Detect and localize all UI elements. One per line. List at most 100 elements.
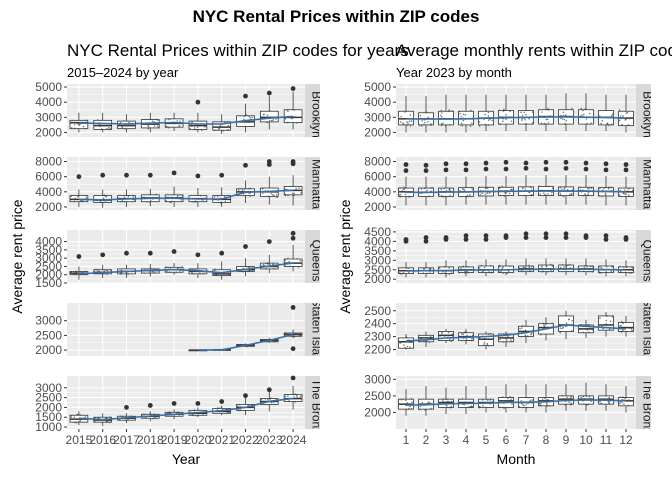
jitter-point [444,125,447,127]
jitter-point [293,116,295,118]
jitter-point [242,270,244,273]
jitter-point [587,403,590,406]
jitter-point [103,270,106,272]
jitter-point [168,271,171,273]
jitter-point [599,266,601,268]
jitter-point [296,332,299,335]
jitter-point [284,331,287,334]
jitter-point [487,333,490,336]
jitter-point [410,398,413,400]
jitter-point [424,121,426,124]
jitter-point [151,120,154,123]
outlier-point [423,162,429,168]
jitter-point [440,109,443,112]
jitter-point [523,194,526,197]
outlier-point [623,167,629,173]
outlier-point [100,172,106,178]
jitter-point [551,191,553,194]
jitter-point [586,404,588,406]
jitter-point [226,411,229,414]
jitter-point [272,194,274,196]
jitter-point [95,268,98,271]
jitter-point [487,115,490,117]
jitter-point [293,335,296,338]
jitter-point [430,407,432,410]
jitter-point [620,331,623,333]
jitter-point [625,118,627,121]
jitter-point [284,188,286,190]
jitter-point [619,115,622,117]
jitter-point [445,398,448,401]
jitter-point [189,349,192,351]
jitter-point [154,271,156,274]
y-tick-label: 3500 [364,244,391,258]
jitter-point [545,194,548,197]
jitter-point [487,119,490,121]
jitter-point [540,265,543,268]
jitter-point [165,200,167,202]
jitter-point [471,186,473,189]
x-tick-label: 12 [619,433,633,447]
jitter-point [525,406,528,409]
jitter-point [122,119,125,122]
jitter-point [483,337,486,340]
jitter-point [530,193,533,196]
jitter-point [501,267,503,270]
y-tick-label: 3000 [35,110,62,124]
jitter-point [571,319,573,322]
jitter-point [243,188,245,191]
jitter-point [247,188,250,190]
jitter-point [223,121,226,123]
jitter-point [72,121,75,124]
jitter-point [538,327,541,329]
jitter-point [527,396,529,399]
jitter-point [489,264,492,267]
jitter-point [272,263,274,265]
jitter-point [404,346,406,349]
jitter-point [491,400,494,403]
y-tick-label: 8000 [35,155,62,169]
jitter-point [121,126,124,128]
jitter-point [524,118,526,121]
outlier-point [124,250,129,256]
facet-label: Manhattan [641,159,655,216]
jitter-point [216,407,219,409]
jitter-point [297,333,300,336]
jitter-point [505,113,507,116]
y-tick-label: 1500 [35,410,62,424]
jitter-point [177,411,180,414]
facet-label: Staten Island [641,298,655,368]
jitter-point [519,327,521,330]
jitter-point [528,266,531,269]
jitter-point [105,421,108,423]
x-tick-label: 2019 [161,433,188,447]
x-tick-label: 7 [523,433,530,447]
jitter-point [486,187,489,190]
jitter-point [598,194,601,197]
outlier-point [503,159,509,165]
jitter-point [245,265,248,268]
x-tick-label: 2021 [208,433,235,447]
jitter-point [608,187,610,190]
jitter-point [85,119,88,121]
jitter-point [480,264,483,267]
jitter-point [625,112,628,114]
jitter-point [531,111,534,113]
jitter-point [82,125,85,128]
jitter-point [426,189,428,192]
jitter-point [444,401,447,403]
jitter-point [220,202,222,204]
jitter-point [562,397,565,400]
jitter-point [195,200,198,203]
jitter-point [191,271,193,274]
jitter-point [529,185,531,188]
figure-title: NYC Rental Prices within ZIP codes [193,7,480,26]
jitter-point [440,116,443,118]
jitter-point [81,200,84,203]
jitter-point [487,124,490,126]
outlier-point [147,403,153,408]
y-tick-label: 6000 [35,170,62,184]
y-tick-label: 3000 [364,253,391,267]
jitter-point [524,329,527,332]
jitter-point [288,260,290,263]
